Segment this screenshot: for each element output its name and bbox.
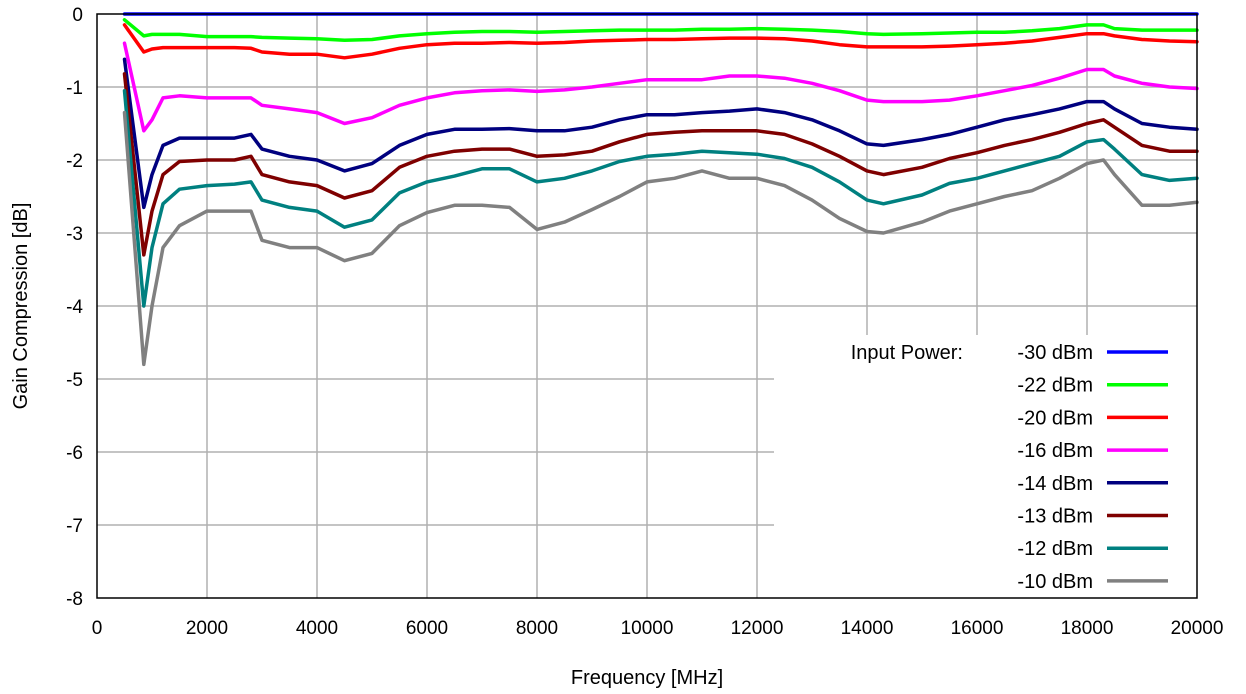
y-tick-label: -1	[66, 78, 83, 99]
y-tick-label: -2	[66, 151, 83, 172]
y-tick-label: 0	[72, 5, 83, 26]
y-tick-label: -8	[66, 589, 83, 610]
series-line	[122, 57, 1199, 210]
legend: Input Power: -30 dBm -22 dBm -20 dBm -16 dB…	[851, 342, 1168, 593]
x-tick-label: 14000	[841, 618, 894, 639]
legend-entry-label: -12 dBm	[1017, 538, 1093, 560]
series-line	[122, 41, 1199, 133]
plot-frame	[96, 13, 1198, 599]
x-tick-label: 6000	[406, 618, 448, 639]
y-tick-label: -3	[66, 224, 83, 245]
legend-entry-label: -20 dBm	[1017, 407, 1093, 429]
series-line	[122, 88, 1199, 308]
legend-entry-label: -13 dBm	[1017, 506, 1093, 528]
x-tick-labels: 0 2000 4000 6000 8000 10000 12000 14000 16000 180…	[92, 618, 1224, 639]
x-axis-label: Frequency [MHz]	[571, 667, 723, 689]
x-tick-label: 16000	[951, 618, 1004, 639]
y-tick-labels: 0 -1 -2 -3 -4 -5 -6 -7 -8	[66, 5, 83, 610]
legend-entry-label: -16 dBm	[1017, 440, 1093, 462]
series-lines	[122, 12, 1199, 367]
series-line	[122, 23, 1199, 60]
legend-entry-label: -30 dBm	[1017, 342, 1093, 364]
x-tick-label: 12000	[731, 618, 784, 639]
y-tick-label: -7	[66, 516, 83, 537]
x-tick-label: 8000	[516, 618, 558, 639]
y-tick-label: -4	[66, 297, 83, 318]
y-tick-label: -6	[66, 443, 83, 464]
x-tick-label: 0	[92, 618, 103, 639]
legend-background	[774, 335, 1197, 598]
legend-entry-label: -14 dBm	[1017, 473, 1093, 495]
legend-entry-label: -10 dBm	[1017, 571, 1093, 593]
series-line	[122, 110, 1199, 367]
x-tick-label: 20000	[1171, 618, 1224, 639]
x-tick-label: 4000	[296, 618, 338, 639]
series-line	[122, 18, 1199, 43]
x-tick-label: 18000	[1061, 618, 1114, 639]
x-tick-label: 2000	[186, 618, 228, 639]
y-tick-label: -5	[66, 370, 83, 391]
y-axis-label: Gain Compression [dB]	[10, 203, 32, 410]
legend-entry-label: -22 dBm	[1017, 375, 1093, 397]
legend-title: Input Power:	[851, 342, 963, 364]
x-tick-label: 10000	[621, 618, 674, 639]
series-line	[122, 72, 1199, 257]
